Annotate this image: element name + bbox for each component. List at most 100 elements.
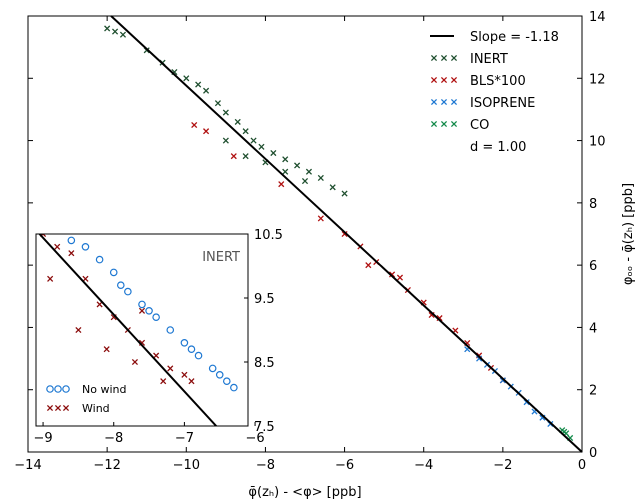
- y-axis-label: φₒₒ - φ̄(zₕ) [ppb]: [621, 183, 636, 285]
- plot-frame: [27, 15, 583, 453]
- inset-fit-line: [38, 234, 217, 426]
- legend-marker-icon: [430, 76, 438, 84]
- x-axis-label: φ̄(zₕ) - <φ> [ppb]: [248, 485, 361, 500]
- legend-marker-icon: [450, 54, 458, 62]
- y-tick-label: 12: [589, 72, 606, 87]
- legend-marker-icon: [440, 76, 448, 84]
- inset-data-point: [82, 275, 89, 282]
- legend-label: ISOPRENE: [470, 96, 535, 111]
- data-point: [282, 168, 289, 175]
- inset-legend-marker-icon: [46, 404, 54, 412]
- x-tick-label: −6: [335, 458, 354, 473]
- data-point: [317, 215, 324, 222]
- data-point: [195, 81, 202, 88]
- y-tick-label: 0: [589, 446, 597, 461]
- annotation-text: d = 1.00: [470, 140, 526, 155]
- x-tick-label: −12: [93, 458, 120, 473]
- inset-data: [38, 234, 238, 426]
- legend-marker-icon: [430, 54, 438, 62]
- inset-y-tick-label: 7.5: [254, 420, 275, 435]
- inset-data-point: [81, 243, 90, 251]
- inset-data-point: [188, 378, 195, 385]
- inset-data-point: [117, 281, 125, 290]
- inset-legend-marker-icon: [54, 404, 62, 412]
- inset-legend-marker-icon: [46, 385, 54, 393]
- data-point: [119, 31, 127, 38]
- data-point: [396, 274, 404, 281]
- legend-label: CO: [470, 118, 489, 133]
- inset-y-tick-label: 10.5: [254, 228, 283, 243]
- data-point: [203, 128, 210, 135]
- inset-data-point: [208, 364, 217, 373]
- legend-marker-icon: [450, 120, 458, 128]
- x-tick-label: −14: [14, 458, 41, 473]
- inset-y-tick-label: 9.5: [254, 292, 275, 307]
- legend-marker-icon: [440, 120, 448, 128]
- inset-data-point: [166, 326, 175, 334]
- inset-legend-marker-icon: [62, 385, 70, 393]
- data-point: [230, 153, 237, 160]
- legend-marker-icon: [430, 120, 438, 128]
- inset-legend-label: No wind: [82, 383, 126, 396]
- data-point: [234, 118, 241, 125]
- inset-data-point: [167, 365, 174, 372]
- inset-data-point: [96, 301, 103, 308]
- y-tick-label: 4: [589, 321, 597, 336]
- inset-data-point: [215, 370, 224, 379]
- x-tick-label: 0: [578, 458, 586, 473]
- data-point: [222, 137, 229, 144]
- inset-data-point: [181, 371, 188, 378]
- inset-data-point: [230, 383, 238, 392]
- inset-legend-marker-icon: [62, 404, 70, 412]
- data-point: [278, 181, 285, 188]
- legend-marker-icon: [430, 98, 438, 106]
- data-point: [242, 128, 249, 135]
- data-point: [301, 177, 309, 185]
- y-tick-label: 8: [589, 197, 597, 212]
- inset-x-tick-label: −8: [104, 431, 123, 446]
- inset-series-no-wind: [67, 236, 238, 392]
- inset-data-point: [67, 236, 76, 245]
- inset-data-point: [103, 346, 110, 353]
- data-point: [203, 87, 210, 94]
- data-point: [341, 230, 348, 238]
- inset-data-point: [68, 250, 75, 257]
- y-tick-label: 10: [589, 135, 606, 150]
- inset-legend-marker-icon: [54, 385, 62, 393]
- inset-data-point: [138, 300, 146, 309]
- data-point: [294, 162, 301, 169]
- inset-x-tick-label: −6: [245, 431, 264, 446]
- data-point: [242, 153, 249, 160]
- inset-data-point: [145, 306, 153, 315]
- inset-data-point: [180, 338, 189, 347]
- y-tick-label: 6: [589, 259, 597, 274]
- inset-y-tick-label: 8.5: [254, 356, 275, 371]
- inset-data-point: [152, 313, 160, 322]
- inset-legend-label: Wind: [82, 402, 110, 415]
- inset-data-point: [109, 268, 118, 277]
- data-point: [341, 190, 348, 197]
- inset-data-point: [153, 352, 160, 359]
- inset-data-point: [223, 377, 231, 386]
- fit-line: [110, 15, 583, 453]
- inset-data-point: [187, 345, 196, 354]
- data-point: [365, 262, 372, 269]
- data-point: [111, 28, 119, 35]
- data-point: [317, 174, 324, 182]
- y-tick-label: 2: [589, 384, 597, 399]
- x-tick-label: −8: [256, 458, 275, 473]
- inset-plot-area: [36, 234, 248, 426]
- inset-plot: −9 −8 −7 −67.5 8.5 9.5 10.5 INERT No wind Wind: [33, 228, 282, 446]
- inset-x-tick-label: −7: [175, 431, 194, 446]
- x-tick-label: −2: [493, 458, 512, 473]
- legend-label: INERT: [470, 52, 508, 67]
- inset-series-wind: [40, 234, 195, 385]
- inset-frame: [35, 233, 249, 427]
- data-point: [270, 149, 277, 157]
- inset-data-point: [75, 326, 82, 334]
- inset-data-point: [54, 243, 61, 250]
- data-point: [388, 271, 396, 278]
- y-tick-label: 14: [589, 10, 606, 25]
- inset-data-point: [95, 255, 104, 264]
